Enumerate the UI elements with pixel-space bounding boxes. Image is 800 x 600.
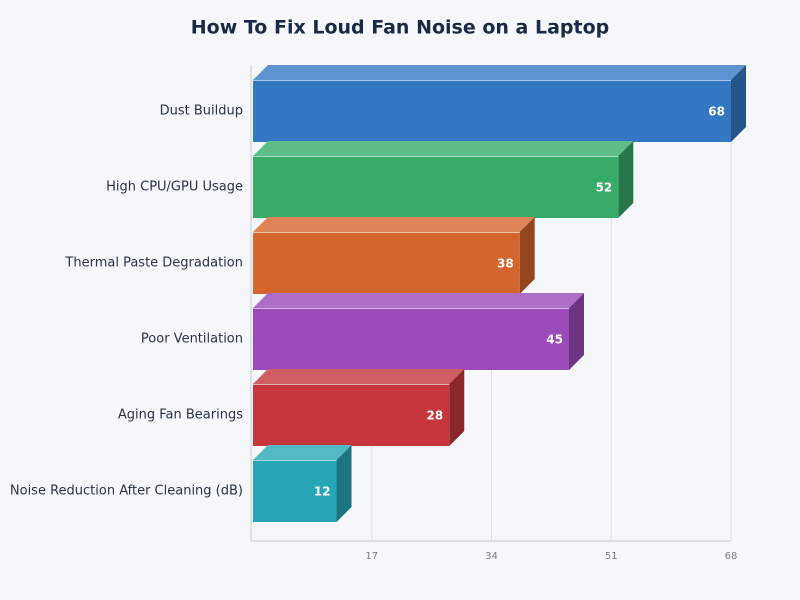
y-tick-label: Thermal Paste Degradation xyxy=(64,256,243,271)
x-tick-label: 34 xyxy=(485,551,498,562)
bar-top xyxy=(253,65,746,80)
bar xyxy=(253,308,569,370)
y-tick-label: Noise Reduction After Cleaning (dB) xyxy=(10,484,243,499)
bar xyxy=(253,384,450,446)
chart-title: How To Fix Loud Fan Noise on a Laptop xyxy=(191,17,610,39)
value-label: 12 xyxy=(314,485,331,499)
bar xyxy=(253,156,619,218)
bar-side xyxy=(449,369,465,446)
bar-side xyxy=(568,293,584,370)
y-tick-label: Poor Ventilation xyxy=(141,332,243,347)
value-label: 38 xyxy=(497,257,514,271)
bar-side xyxy=(618,141,634,218)
bar-top xyxy=(253,445,352,460)
value-label: 45 xyxy=(546,333,563,347)
bar xyxy=(253,232,520,294)
bar-top xyxy=(253,293,584,308)
x-tick-label: 68 xyxy=(725,551,738,562)
y-tick-label: Aging Fan Bearings xyxy=(118,408,243,423)
bar-top xyxy=(253,217,535,232)
value-label: 68 xyxy=(708,105,725,119)
x-tick-label: 51 xyxy=(605,551,618,562)
bar-side xyxy=(731,65,746,142)
bar xyxy=(253,80,731,142)
y-tick-label: High CPU/GPU Usage xyxy=(106,180,243,195)
bar-side xyxy=(519,217,535,294)
y-tick-label: Dust Buildup xyxy=(160,104,243,119)
x-tick-label: 17 xyxy=(365,551,378,562)
bar xyxy=(253,460,337,522)
bar-top xyxy=(253,369,465,384)
bar-side xyxy=(336,445,352,522)
bar-top xyxy=(253,141,634,156)
value-label: 52 xyxy=(596,181,613,195)
value-label: 28 xyxy=(427,409,444,423)
